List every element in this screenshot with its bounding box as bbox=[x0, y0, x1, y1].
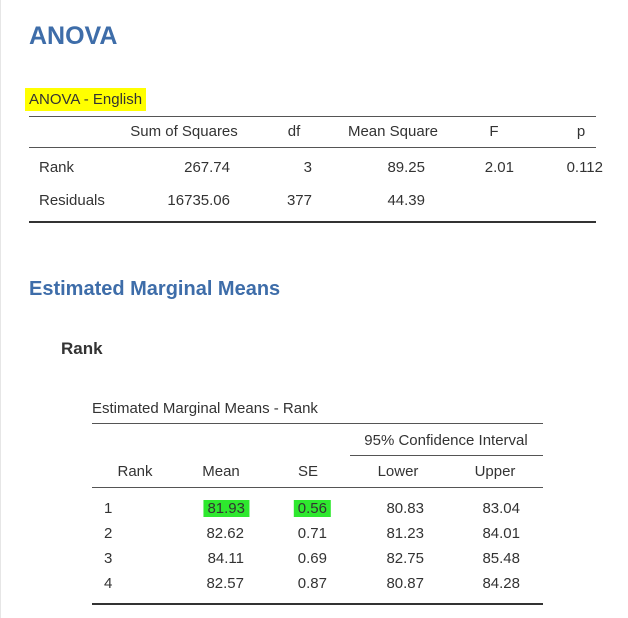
emm-col-lower: Lower bbox=[377, 463, 419, 480]
emm-row-lower: 81.23 bbox=[386, 525, 424, 542]
anova-col-p: p bbox=[576, 123, 586, 140]
anova-col-df: df bbox=[287, 123, 301, 140]
anova-row-p: 0.112 bbox=[566, 159, 603, 176]
emm-ci-header: 95% Confidence Interval bbox=[364, 432, 528, 449]
emm-row-lower: 80.83 bbox=[386, 500, 424, 517]
anova-row-ss: 267.74 bbox=[184, 159, 230, 176]
emm-row-se: 0.71 bbox=[297, 525, 327, 542]
anova-table-title[interactable]: ANOVA - English bbox=[25, 88, 147, 111]
emm-top-rule bbox=[92, 423, 543, 424]
emm-row-rank: 2 bbox=[104, 525, 113, 542]
emm-row-rank: 3 bbox=[104, 550, 113, 567]
anova-row-ms: 44.39 bbox=[387, 192, 425, 209]
anova-heading: ANOVA bbox=[29, 22, 118, 50]
anova-row-f: 2.01 bbox=[484, 159, 514, 176]
emm-row-upper: 85.48 bbox=[482, 550, 520, 567]
anova-row-df: 377 bbox=[286, 192, 312, 209]
anova-row-term: Rank bbox=[39, 159, 75, 176]
emm-row-mean: 82.57 bbox=[206, 575, 244, 592]
emm-row-se: 0.69 bbox=[297, 550, 327, 567]
emm-table-title[interactable]: Estimated Marginal Means - Rank bbox=[92, 400, 318, 417]
anova-row-ms: 89.25 bbox=[387, 159, 425, 176]
emm-row-mean: 82.62 bbox=[206, 525, 244, 542]
anova-bottom-rule bbox=[29, 221, 596, 223]
anova-col-ss: Sum of Squares bbox=[130, 123, 238, 140]
emm-heading: Estimated Marginal Means bbox=[29, 278, 281, 300]
emm-mean-value: 81.93 bbox=[203, 500, 249, 517]
emm-header-rule bbox=[92, 487, 543, 488]
emm-row-rank: 1 bbox=[104, 500, 113, 517]
anova-col-f: F bbox=[489, 123, 499, 140]
anova-col-ms: Mean Square bbox=[347, 123, 439, 140]
emm-col-mean: Mean bbox=[202, 463, 240, 480]
emm-row-rank: 4 bbox=[104, 575, 113, 592]
anova-row-term: Residuals bbox=[39, 192, 105, 209]
emm-row-lower: 82.75 bbox=[386, 550, 424, 567]
emm-row-mean: 84.11 bbox=[207, 550, 244, 567]
emm-subheading: Rank bbox=[61, 339, 103, 358]
emm-row-upper: 84.28 bbox=[482, 575, 520, 592]
anova-top-rule bbox=[29, 116, 596, 117]
emm-row-mean-highlighted[interactable]: 81.93 bbox=[203, 499, 249, 519]
emm-row-se: 0.87 bbox=[297, 575, 327, 592]
emm-bottom-rule bbox=[92, 603, 543, 605]
anova-header-rule bbox=[29, 147, 596, 148]
anova-row-df: 3 bbox=[303, 159, 312, 176]
emm-row-upper: 83.04 bbox=[482, 500, 520, 517]
anova-row-ss: 16735.06 bbox=[167, 192, 230, 209]
emm-col-upper: Upper bbox=[474, 463, 516, 480]
emm-col-rank: Rank bbox=[117, 463, 153, 480]
emm-row-upper: 84.01 bbox=[482, 525, 520, 542]
emm-row-lower: 80.87 bbox=[386, 575, 424, 592]
emm-ci-rule bbox=[350, 455, 543, 456]
emm-col-se: SE bbox=[297, 463, 319, 480]
emm-row-se-highlighted[interactable]: 0.56 bbox=[293, 499, 331, 519]
emm-se-value: 0.56 bbox=[293, 500, 331, 517]
